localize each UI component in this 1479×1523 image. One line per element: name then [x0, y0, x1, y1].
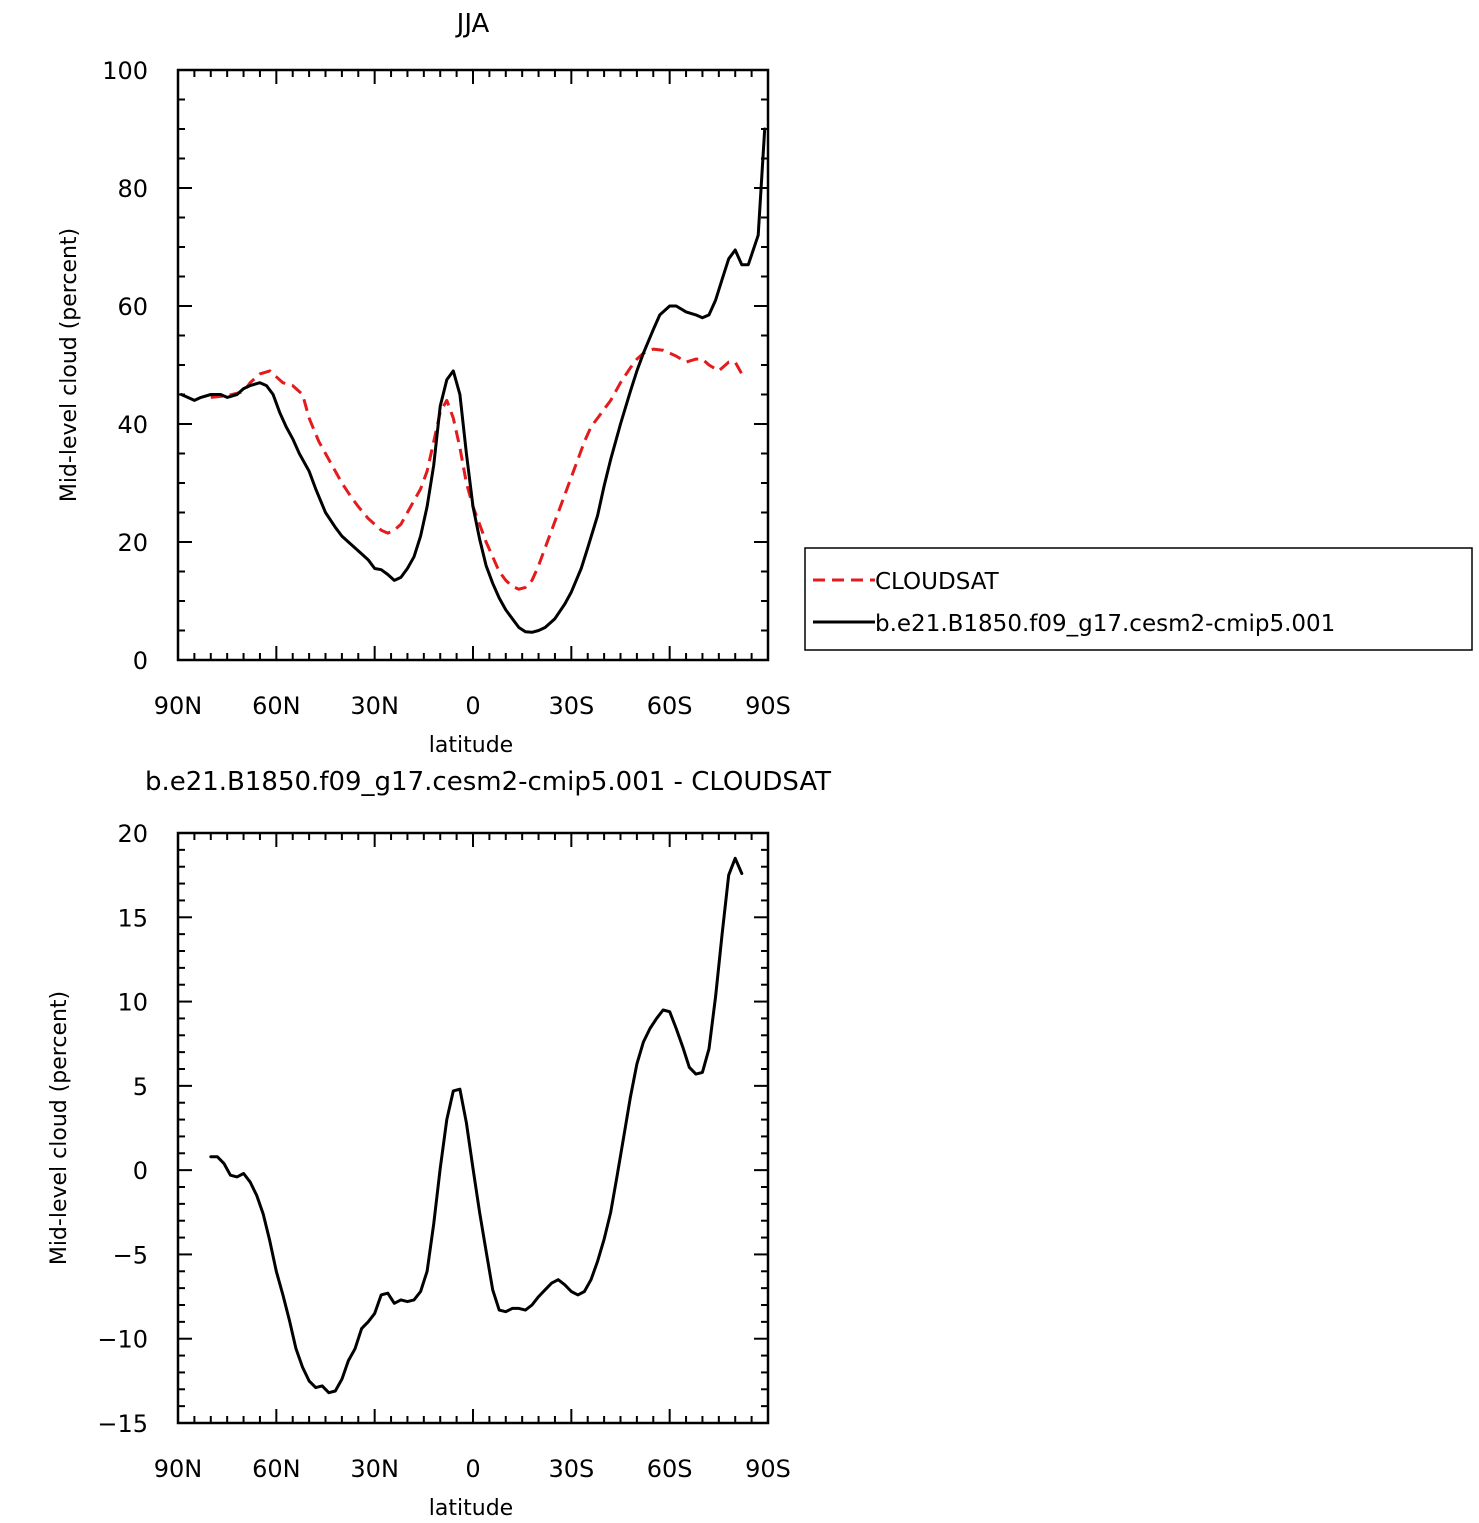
x-axis-label: latitude: [429, 1496, 513, 1521]
y-tick-label: −5: [113, 1241, 148, 1269]
series-line-0: [209, 856, 744, 1395]
x-tick-label: 30N: [350, 692, 399, 720]
y-axis-label: Mid-level cloud (percent): [47, 991, 72, 1265]
legend-box: [804, 547, 1473, 651]
y-tick-label: 15: [117, 904, 148, 932]
y-tick-label: 60: [117, 293, 148, 321]
x-tick-label: 30S: [548, 692, 594, 720]
x-tick-label: 60N: [252, 1455, 301, 1483]
x-tick-label: 90S: [745, 1455, 791, 1483]
x-tick-label: 30N: [350, 1455, 399, 1483]
chart-title: JJA: [455, 9, 490, 39]
series-line-0: [210, 347, 744, 591]
x-tick-label: 60S: [647, 692, 693, 720]
y-tick-label: 0: [133, 647, 148, 675]
x-tick-label: 60S: [647, 1455, 693, 1483]
y-tick-label: 5: [133, 1073, 148, 1101]
x-tick-label: 90N: [154, 692, 203, 720]
y-tick-label: −10: [97, 1326, 148, 1354]
x-tick-label: 90S: [745, 692, 791, 720]
y-tick-label: 20: [117, 529, 148, 557]
y-axis-label: Mid-level cloud (percent): [57, 228, 82, 502]
bottom-panel: 90N 60N 30N 0 30S 60S 90S −15 −10 −5 0 5 10 15 20 b.e21…: [47, 767, 831, 1521]
y-tick-label: 40: [117, 411, 148, 439]
plot-frame: [176, 831, 770, 1425]
series-line-1: [179, 127, 767, 634]
x-tick-label: 0: [465, 1455, 480, 1483]
legend-label-0: CLOUDSAT: [875, 569, 1000, 595]
top-panel: 90N 60N 30N 0 30S 60S 90S 0 20 40 60 80 100 JJA latitu…: [57, 9, 1473, 758]
x-tick-label: 60N: [252, 692, 301, 720]
y-tick-label: 80: [117, 175, 148, 203]
x-axis-label: latitude: [429, 733, 513, 758]
x-tick-label: 0: [465, 692, 480, 720]
chart-title: b.e21.B1850.f09_g17.cesm2-cmip5.001 - CL…: [145, 767, 831, 797]
y-tick-label: 100: [102, 57, 148, 85]
x-tick-label: 90N: [154, 1455, 203, 1483]
y-tick-label: 0: [133, 1157, 148, 1185]
legend-label-1: b.e21.B1850.f09_g17.cesm2-cmip5.001: [875, 611, 1335, 637]
y-tick-label: 20: [117, 820, 148, 848]
plot-frame: [176, 68, 770, 662]
x-tick-label: 30S: [548, 1455, 594, 1483]
legend: CLOUDSAT b.e21.B1850.f09_g17.cesm2-cmip5.…: [804, 547, 1473, 651]
y-tick-label: −15: [97, 1410, 148, 1438]
y-tick-label: 10: [117, 989, 148, 1017]
